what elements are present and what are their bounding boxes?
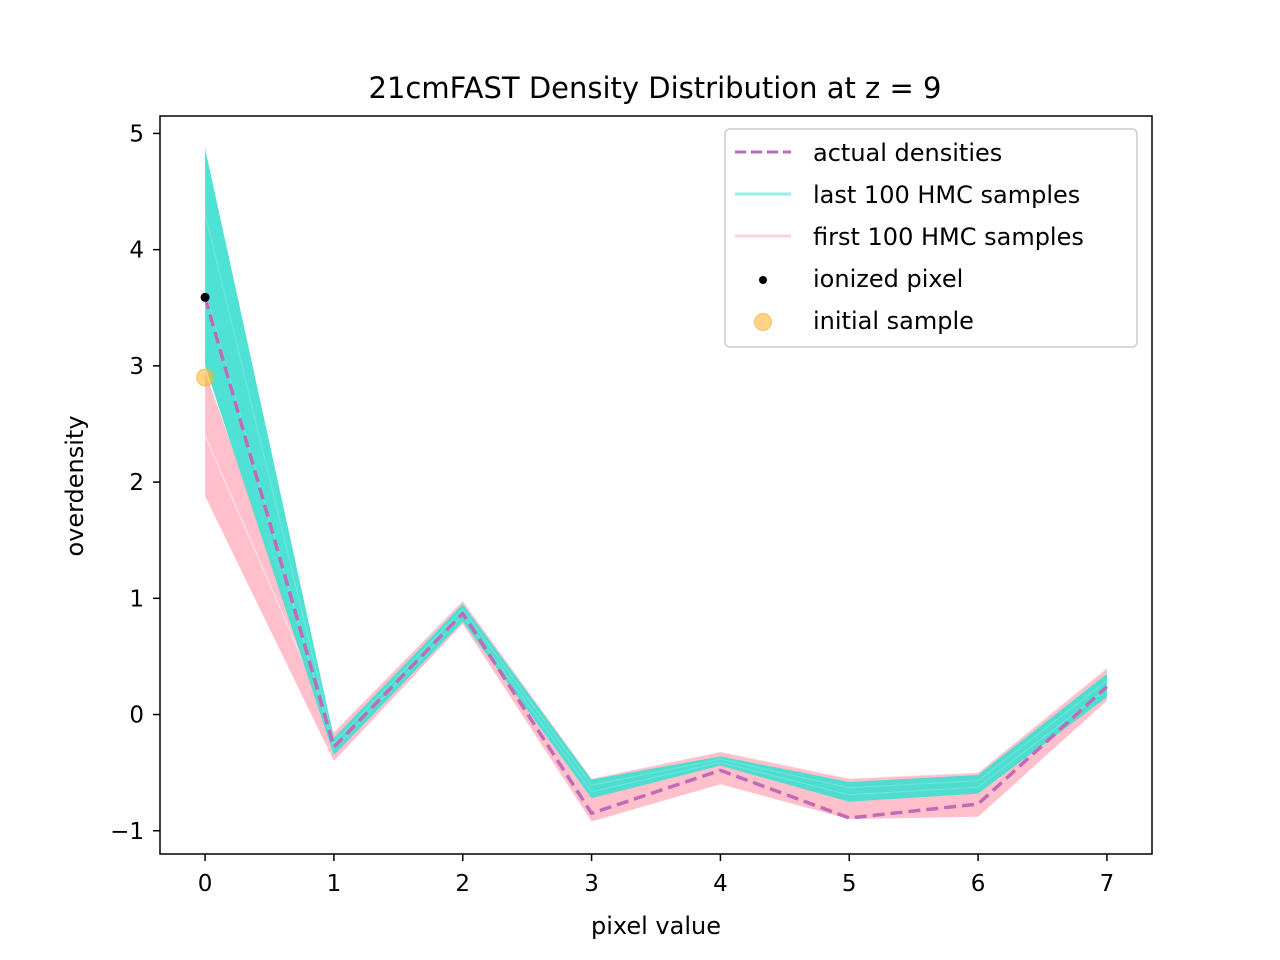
actual-densities-line: [203, 296, 1109, 820]
plot-area: [196, 148, 1109, 822]
x-tick-label: 0: [198, 871, 213, 897]
y-tick-label: 3: [129, 354, 144, 380]
x-tick-label: 3: [584, 871, 599, 897]
x-tick-label: 7: [1100, 871, 1115, 897]
y-tick-label: 2: [129, 470, 144, 496]
legend-label-first: first 100 HMC samples: [813, 223, 1084, 251]
y-axis-title: overdensity: [61, 415, 89, 556]
legend-label-ionized: ionized pixel: [813, 265, 963, 293]
legend-label-initial: initial sample: [813, 307, 974, 335]
initial-sample-point: [196, 368, 215, 387]
x-tick-label: 2: [455, 871, 470, 897]
x-tick-label: 4: [713, 871, 728, 897]
chart-title: 21cmFAST Density Distribution at z = 9: [369, 71, 942, 105]
x-axis-title: pixel value: [591, 912, 721, 940]
x-tick-label: 1: [327, 871, 342, 897]
legend-label-actual: actual densities: [813, 139, 1002, 167]
axis-ticks: 0 1 2 3 4 5 6 7 −1 0 1 2 3 4 5: [110, 121, 1114, 897]
legend: actual densities last 100 HMC samples fi…: [724, 128, 1138, 348]
legend-marker-initial: [754, 313, 772, 331]
first-samples-line: [204, 435, 1108, 780]
x-tick-label: 5: [842, 871, 857, 897]
legend-label-last: last 100 HMC samples: [813, 181, 1080, 209]
last-samples-band: [205, 148, 1107, 802]
legend-box: [724, 128, 1138, 348]
ionized-pixel-point: [200, 292, 210, 302]
x-tick-label: 6: [971, 871, 986, 897]
plot-frame: [159, 115, 1153, 855]
y-tick-label: 1: [129, 586, 144, 612]
first-samples-band: [205, 371, 1107, 822]
y-tick-label: 5: [129, 121, 144, 147]
y-tick-label: 0: [129, 703, 144, 729]
y-tick-label: 4: [129, 238, 144, 264]
last-samples-line-1: [204, 213, 1108, 789]
legend-marker-ionized: [759, 276, 767, 284]
y-tick-label: −1: [110, 819, 144, 845]
